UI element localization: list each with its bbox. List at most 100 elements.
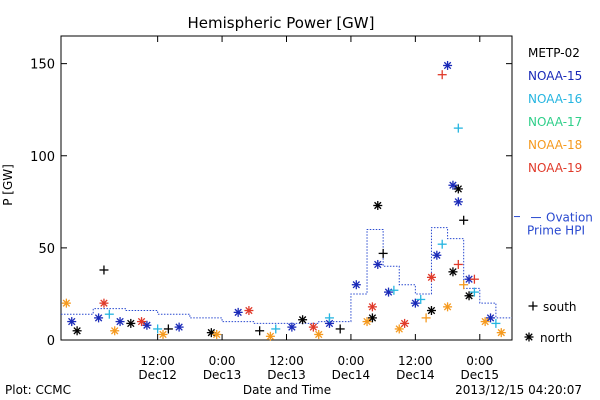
point-noaa-18-north xyxy=(362,317,372,327)
point-noaa-19-north xyxy=(137,317,147,327)
x-tick-label-time: 12:00 xyxy=(269,354,304,368)
point-noaa-15-north xyxy=(142,320,152,330)
point-noaa-18-north xyxy=(394,324,404,334)
x-tick-label-time: 12:00 xyxy=(140,354,175,368)
point-metp-02-south xyxy=(378,248,388,258)
point-noaa-16-south xyxy=(437,239,447,249)
point-metp-02-south xyxy=(335,324,345,334)
point-metp-02-north xyxy=(448,267,458,277)
x-tick-label-date: Dec14 xyxy=(332,368,371,382)
point-noaa-19-north xyxy=(308,322,318,332)
y-tick-label: 100 xyxy=(30,150,55,165)
point-noaa-16-south xyxy=(104,309,114,319)
point-noaa-16-south xyxy=(271,324,281,334)
point-metp-02-north xyxy=(298,315,308,325)
x-axis-label: Date and Time xyxy=(243,383,331,397)
point-metp-02-north xyxy=(373,201,383,211)
legend-entry: NOAA-15 xyxy=(528,69,582,83)
legend-entry: METP-02 xyxy=(528,46,580,60)
point-noaa-19-north xyxy=(244,306,254,316)
legend: METP-02 NOAA-15 NOAA-16 NOAA-17 NOAA-18 NOAA-… xyxy=(514,46,593,238)
point-noaa-15-north xyxy=(453,197,463,207)
x-tick-label-time: 0:00 xyxy=(466,354,493,368)
footer-right: 2013/12/15 04:20:07 xyxy=(455,383,582,397)
plot-frame xyxy=(60,35,513,341)
footer-left: Plot: CCMC xyxy=(5,383,71,397)
x-tick-label-date: Dec12 xyxy=(138,368,177,382)
point-noaa-19-north xyxy=(99,298,109,308)
point-noaa-19-south xyxy=(437,70,447,80)
point-noaa-16-south xyxy=(491,318,501,328)
legend-entry: NOAA-16 xyxy=(528,92,582,106)
point-noaa-16-south xyxy=(416,294,426,304)
marker-legend: south north xyxy=(524,300,577,345)
points-layer xyxy=(61,60,506,341)
point-noaa-15-north xyxy=(432,250,442,260)
point-noaa-15-north xyxy=(448,180,458,190)
y-tick-label: 150 xyxy=(30,58,55,73)
point-noaa-18-north xyxy=(314,329,324,339)
point-noaa-18-north xyxy=(61,298,71,308)
y-axis-label: P [GW] xyxy=(1,164,15,206)
ovation-step-line xyxy=(61,227,512,324)
y-axis-ticks: 0 50 100 150 xyxy=(30,58,512,349)
north-marker-icon xyxy=(524,332,534,342)
point-noaa-18-south xyxy=(421,313,431,323)
y-tick-label: 50 xyxy=(38,242,55,257)
ovation-legend-label-2: Prime HPI xyxy=(527,224,585,238)
point-noaa-19-south xyxy=(453,259,463,269)
point-metp-02-north xyxy=(464,291,474,301)
point-metp-02-north xyxy=(367,313,377,323)
point-noaa-18-north xyxy=(496,328,506,338)
x-tick-label-date: Dec13 xyxy=(203,368,242,382)
point-noaa-15-north xyxy=(464,274,474,284)
point-noaa-16-south xyxy=(153,324,163,334)
point-metp-02-north xyxy=(453,184,463,194)
point-noaa-15-north xyxy=(67,317,77,327)
marker-legend-north: north xyxy=(540,331,572,345)
x-tick-label-date: Dec14 xyxy=(396,368,435,382)
point-metp-02-south xyxy=(255,326,265,336)
point-noaa-15-north xyxy=(233,307,243,317)
x-axis-ticks: 12:00Dec120:00Dec1312:00Dec130:00Dec1412… xyxy=(138,36,499,382)
point-noaa-19-north xyxy=(400,318,410,328)
point-noaa-15-north xyxy=(287,322,297,332)
point-noaa-15-north xyxy=(384,287,394,297)
point-noaa-18-north xyxy=(265,331,275,341)
point-noaa-16-south xyxy=(389,285,399,295)
x-tick-label-date: Dec15 xyxy=(461,368,500,382)
point-noaa-16-south xyxy=(324,313,334,323)
point-noaa-16-south xyxy=(453,123,463,133)
x-tick-label-time: 12:00 xyxy=(398,354,433,368)
marker-legend-south: south xyxy=(543,300,577,314)
x-tick-label-time: 0:00 xyxy=(337,354,364,368)
x-tick-label-time: 0:00 xyxy=(209,354,236,368)
point-noaa-15-north xyxy=(410,298,420,308)
legend-entry: NOAA-17 xyxy=(528,115,582,129)
point-noaa-19-north xyxy=(367,302,377,312)
x-tick-label-date: Dec13 xyxy=(267,368,306,382)
point-noaa-19-north xyxy=(426,272,436,282)
chart-title: Hemispheric Power [GW] xyxy=(188,14,375,32)
point-noaa-15-north xyxy=(351,280,361,290)
point-noaa-15-north xyxy=(115,317,125,327)
point-noaa-15-north xyxy=(94,313,104,323)
point-metp-02-north xyxy=(126,318,136,328)
point-metp-02-south xyxy=(99,265,109,275)
legend-entry: NOAA-18 xyxy=(528,138,582,152)
point-noaa-18-north xyxy=(212,329,222,339)
point-metp-02-north xyxy=(426,306,436,316)
ovation-legend-label: Ovation xyxy=(546,211,593,225)
point-noaa-18-north xyxy=(158,329,168,339)
ovation-layer xyxy=(61,227,512,324)
south-marker-icon xyxy=(528,301,538,311)
point-metp-02-south xyxy=(459,215,469,225)
point-metp-02-south xyxy=(163,324,173,334)
legend-entry: NOAA-19 xyxy=(528,161,582,175)
point-noaa-15-north xyxy=(443,60,453,70)
point-noaa-18-north xyxy=(443,302,453,312)
point-noaa-15-north xyxy=(373,259,383,269)
point-metp-02-north xyxy=(72,326,82,336)
point-noaa-15-north xyxy=(486,313,496,323)
